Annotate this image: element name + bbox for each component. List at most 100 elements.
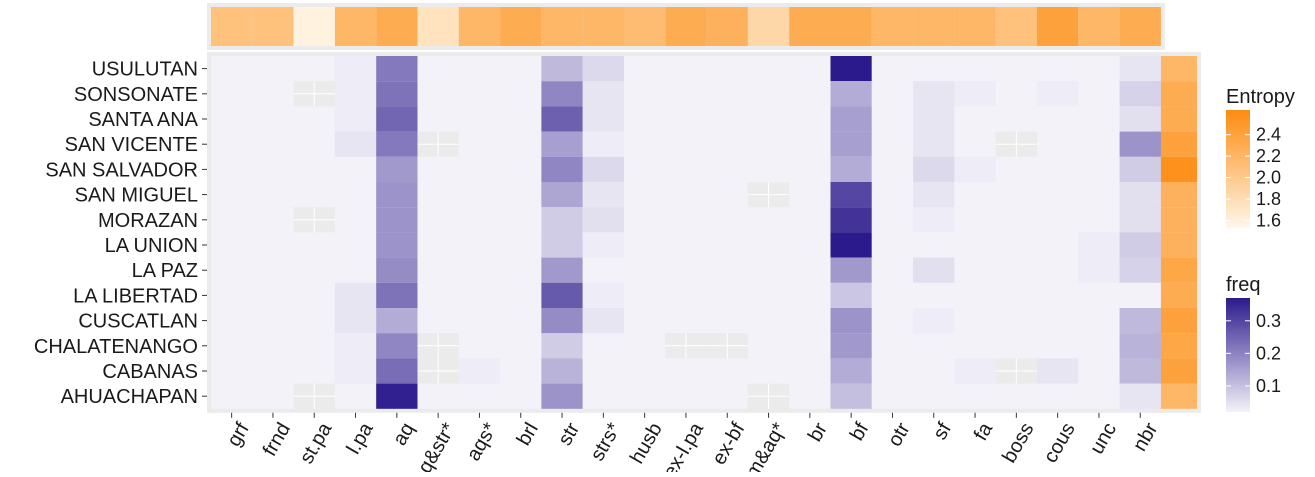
heatmap-cell	[871, 333, 914, 359]
heatmap-cell	[789, 333, 831, 359]
heatmap-cell	[789, 308, 831, 334]
heatmap-cell	[706, 182, 748, 208]
heatmap-cell	[830, 56, 872, 82]
heatmap-cell	[1037, 232, 1079, 258]
x-tick-label: ex-bf	[708, 419, 750, 469]
heatmap-cell	[211, 81, 253, 107]
heatmap-cell	[954, 81, 996, 107]
heatmap-cell	[1037, 182, 1079, 208]
heatmap-cell	[624, 257, 666, 283]
heatmap-cell	[624, 56, 666, 82]
heatmap-cell	[458, 56, 501, 82]
heatmap-cell	[500, 81, 542, 107]
heatmap-cell	[458, 106, 501, 132]
heatmap-cell	[582, 56, 624, 82]
row-entropy-cell	[1155, 207, 1197, 233]
heatmap-cell	[954, 106, 996, 132]
heatmap-cell	[1078, 156, 1120, 182]
legend-colorbar	[1226, 298, 1250, 412]
row-entropy-cell	[1155, 81, 1197, 107]
heatmap-cell	[376, 358, 418, 384]
column-entropy-cell	[252, 7, 294, 46]
heatmap-cell	[789, 232, 831, 258]
row-entropy-cell	[1155, 257, 1197, 283]
heatmap-cell	[830, 207, 872, 233]
heatmap-cell	[417, 257, 459, 283]
heatmap-cell	[582, 81, 624, 107]
heatmap-cell	[789, 81, 831, 107]
heatmap-cell	[995, 156, 1037, 182]
heatmap-cell	[252, 308, 294, 334]
heatmap-cell	[954, 282, 996, 308]
heatmap-cell	[334, 308, 377, 334]
heatmap-cell	[541, 308, 583, 334]
row-entropy-cell	[1155, 358, 1197, 384]
heatmap-cell	[252, 56, 294, 82]
heatmap-cell	[1119, 358, 1161, 384]
heatmap-cell	[376, 257, 418, 283]
y-tick-label: USULUTAN	[92, 59, 198, 81]
heatmap-cell	[334, 156, 377, 182]
heatmap-cell	[417, 106, 459, 132]
heatmap-cell	[500, 131, 542, 157]
heatmap-cell	[706, 156, 748, 182]
heatmap-cell	[334, 182, 377, 208]
heatmap-cell	[293, 358, 335, 384]
column-entropy-cell	[500, 7, 542, 46]
heatmap-cell	[541, 207, 583, 233]
heatmap-cell	[747, 232, 790, 258]
row-entropy-cell	[1155, 308, 1197, 334]
heatmap-cell	[582, 207, 624, 233]
heatmap-cell	[706, 308, 748, 334]
heatmap-cell	[417, 56, 459, 82]
x-tick-label: frnd	[259, 419, 295, 460]
heatmap-cell	[500, 56, 542, 82]
heatmap-cell	[954, 358, 996, 384]
heatmap-cell	[624, 81, 666, 107]
x-tick-label: strs*	[586, 419, 625, 465]
heatmap-cell	[334, 333, 377, 359]
heatmap-cell	[954, 207, 996, 233]
heatmap-cell	[995, 232, 1037, 258]
heatmap-cell	[582, 282, 624, 308]
heatmap-cell	[789, 282, 831, 308]
heatmap-cell	[1078, 106, 1120, 132]
heatmap-cell	[334, 81, 377, 107]
y-tick-label: LA UNION	[105, 235, 198, 257]
heatmap-cell	[1037, 358, 1079, 384]
x-tick-label: husb	[626, 419, 667, 468]
heatmap-cell	[293, 182, 335, 208]
heatmap-cell	[1037, 131, 1079, 157]
x-tick-label: aqs*	[462, 419, 501, 465]
heatmap-cell	[871, 131, 914, 157]
heatmap-cell	[830, 156, 872, 182]
heatmap-cell	[1037, 156, 1079, 182]
legend-tick-label: 2.4	[1256, 125, 1281, 145]
legend-freq: freq 0.1 0.2 0.3	[1226, 274, 1281, 412]
heatmap-cell	[417, 308, 459, 334]
column-entropy-cell	[458, 7, 501, 46]
heatmap-cell	[747, 207, 790, 233]
heatmap-cell	[1037, 56, 1079, 82]
heatmap-cell	[1119, 106, 1161, 132]
y-tick-label: SONSONATE	[74, 84, 198, 106]
heatmap-cell	[458, 81, 501, 107]
heatmap-cell	[871, 56, 914, 82]
heatmap-cell	[830, 182, 872, 208]
heatmap-cell	[541, 257, 583, 283]
heatmap-cell	[541, 383, 583, 409]
row-entropy-cell	[1155, 106, 1197, 132]
row-entropy-cell	[1155, 333, 1197, 359]
column-entropy-cell	[1078, 7, 1120, 46]
heatmap-cell	[500, 333, 542, 359]
x-tick-label: br	[804, 419, 832, 446]
heatmap-cell	[500, 156, 542, 182]
heatmap-cell	[789, 207, 831, 233]
heatmap-cell	[995, 106, 1037, 132]
heatmap-cell	[376, 182, 418, 208]
heatmap-cell	[747, 81, 790, 107]
column-entropy-cell	[995, 7, 1037, 46]
heatmap-cell	[830, 106, 872, 132]
heatmap-cell	[1078, 207, 1120, 233]
